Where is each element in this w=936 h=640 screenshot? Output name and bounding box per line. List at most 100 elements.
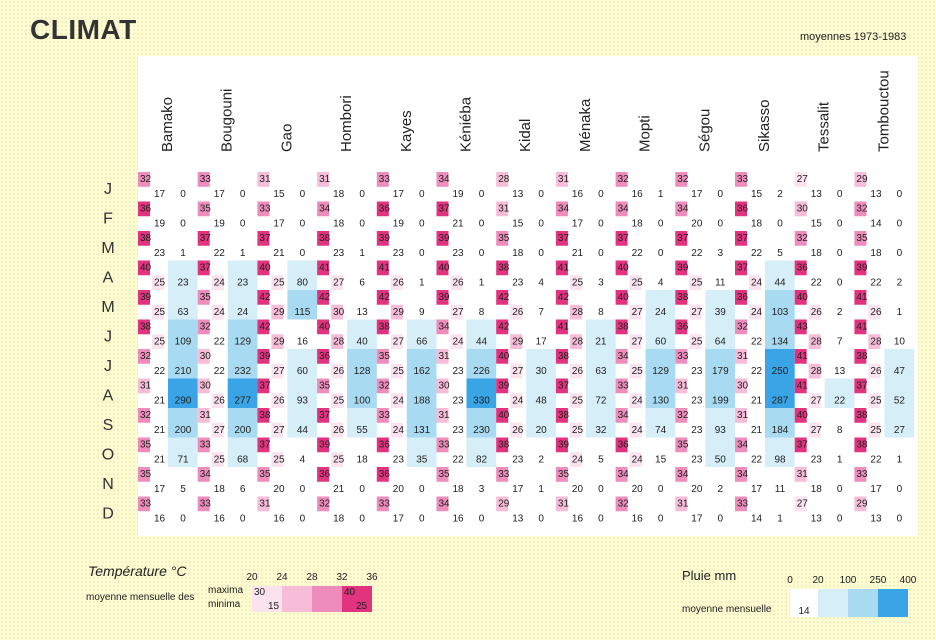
tmax-cell-tessalit-9 (794, 408, 807, 423)
rain-value-bamako-7: 210 (175, 366, 192, 377)
tmin-cell-gao-1 (271, 186, 284, 202)
tmin-cell-hombori-9 (331, 422, 344, 438)
tmin-cell-bougouni-6 (211, 334, 224, 349)
tmin-value-kenieba-6: 24 (453, 337, 465, 348)
tmax-cell-hombori-9 (317, 408, 330, 423)
legend-temp-scale-4: 32 (336, 572, 348, 583)
rain-value-sikasso-9: 184 (772, 425, 789, 436)
tmin-value-tombouctou-2: 14 (870, 219, 882, 230)
tmax-cell-menaka-1 (555, 172, 568, 187)
tmax-value-tombouctou-7: 38 (856, 351, 868, 362)
tmax-value-kidal-1: 28 (498, 174, 510, 185)
tmin-cell-kayes-6 (390, 334, 403, 349)
tmax-cell-menaka-11 (555, 467, 568, 482)
tmax-cell-sikasso-12 (735, 496, 747, 512)
tmax-value-kayes-11: 36 (379, 469, 391, 480)
tmin-value-bamako-9: 21 (154, 425, 166, 436)
rain-value-tombouctou-10: 1 (897, 455, 903, 466)
tmin-cell-hombori-11 (331, 481, 344, 497)
tmin-value-menaka-5: 28 (572, 307, 584, 318)
tmin-value-sikasso-2: 18 (751, 219, 763, 230)
tmin-cell-bamako-11 (152, 481, 164, 497)
tmin-cell-gao-3 (271, 245, 284, 261)
tmax-value-tessalit-6: 43 (797, 322, 809, 333)
tmin-value-tombouctou-6: 28 (870, 337, 882, 348)
tmax-cell-bougouni-4 (197, 260, 210, 276)
tmax-value-kayes-8: 32 (379, 381, 391, 392)
tmax-cell-bougouni-7 (197, 349, 210, 364)
tmax-cell-kenieba-1 (436, 172, 449, 187)
tmin-cell-kenieba-8 (450, 393, 463, 408)
tmax-cell-mopti-9 (615, 408, 628, 423)
rain-value-gao-11: 0 (300, 484, 306, 495)
legend-sample-min-high: 25 (356, 601, 368, 612)
tmax-cell-segou-10 (675, 437, 688, 453)
tmax-cell-gao-10 (257, 437, 270, 453)
tmin-cell-tessalit-1 (808, 186, 821, 202)
tmax-cell-tessalit-6 (794, 319, 807, 335)
rain-value-bougouni-3: 1 (240, 248, 246, 259)
tmin-cell-kidal-12 (510, 511, 523, 526)
tmin-value-bamako-6: 25 (154, 337, 166, 348)
tmin-cell-kenieba-1 (450, 186, 463, 202)
rain-value-kenieba-7: 226 (473, 366, 490, 377)
tmin-value-mopti-5: 27 (632, 307, 644, 318)
tmin-value-segou-3: 22 (691, 248, 703, 259)
tmin-value-menaka-4: 25 (572, 278, 584, 289)
tmin-cell-kidal-9 (510, 422, 523, 438)
tmax-cell-segou-5 (675, 290, 688, 305)
tmax-value-segou-3: 37 (677, 233, 689, 244)
rain-cell-kayes-6 (406, 319, 437, 349)
tmin-value-kayes-4: 26 (393, 278, 405, 289)
tmin-value-mopti-1: 16 (632, 189, 644, 200)
tmax-value-mopti-1: 32 (618, 174, 630, 185)
rain-cell-hombori-8 (347, 378, 377, 408)
tmin-value-tessalit-3: 18 (811, 248, 823, 259)
tmin-value-hombori-11: 21 (333, 484, 345, 495)
tmax-value-hombori-11: 36 (319, 469, 331, 480)
tmax-cell-bamako-3 (138, 231, 150, 246)
tmin-value-kayes-1: 17 (393, 189, 405, 200)
legend-rain-swatch-3 (848, 589, 878, 617)
tmax-cell-hombori-8 (317, 378, 330, 394)
tmin-value-kayes-7: 25 (393, 366, 405, 377)
rain-value-kayes-3: 0 (419, 248, 425, 259)
tmin-cell-sikasso-3 (749, 245, 761, 261)
tmin-cell-tombouctou-8 (868, 393, 881, 408)
tmin-cell-kenieba-3 (450, 245, 463, 261)
tmin-cell-mopti-10 (629, 452, 642, 467)
rain-value-segou-5: 39 (715, 307, 727, 318)
rain-cell-tombouctou-7 (884, 349, 915, 379)
tmin-cell-bougouni-9 (211, 422, 224, 438)
legend-temp-scale-3: 28 (306, 572, 318, 583)
tmax-value-sikasso-10: 34 (737, 440, 749, 451)
tmin-value-hombori-1: 18 (333, 189, 345, 200)
tmax-cell-sikasso-10 (735, 437, 747, 453)
rain-cell-bamako-9 (168, 408, 198, 438)
tmin-value-sikasso-7: 22 (751, 366, 763, 377)
tmax-value-gao-8: 37 (259, 381, 271, 392)
tmin-value-mopti-8: 24 (632, 396, 644, 407)
tmax-cell-bamako-9 (138, 408, 150, 423)
tmin-cell-segou-5 (689, 304, 702, 320)
tmax-cell-mopti-6 (615, 319, 628, 335)
legend-temp-swatch-4 (342, 586, 372, 612)
tmax-value-sikasso-3: 37 (737, 233, 749, 244)
tmax-cell-gao-7 (257, 349, 270, 364)
tmin-value-gao-4: 25 (273, 278, 285, 289)
rain-cell-kayes-7 (406, 349, 437, 379)
tmax-cell-tombouctou-5 (854, 290, 867, 305)
rain-value-bamako-9: 200 (175, 425, 192, 436)
tmin-value-tessalit-11: 18 (811, 484, 823, 495)
tmin-value-hombori-2: 18 (333, 219, 345, 230)
tmax-cell-gao-5 (257, 290, 270, 305)
rain-value-mopti-9: 74 (655, 425, 667, 436)
tmin-cell-tessalit-7 (808, 363, 821, 379)
tmin-value-bougouni-1: 17 (214, 189, 226, 200)
tmin-value-gao-8: 26 (273, 396, 285, 407)
tmax-value-mopti-9: 34 (618, 410, 630, 421)
legend-temperature-caption: moyenne mensuelle des (86, 592, 195, 603)
tmin-cell-menaka-7 (569, 363, 582, 379)
legend-rain-swatch-4 (878, 589, 908, 617)
